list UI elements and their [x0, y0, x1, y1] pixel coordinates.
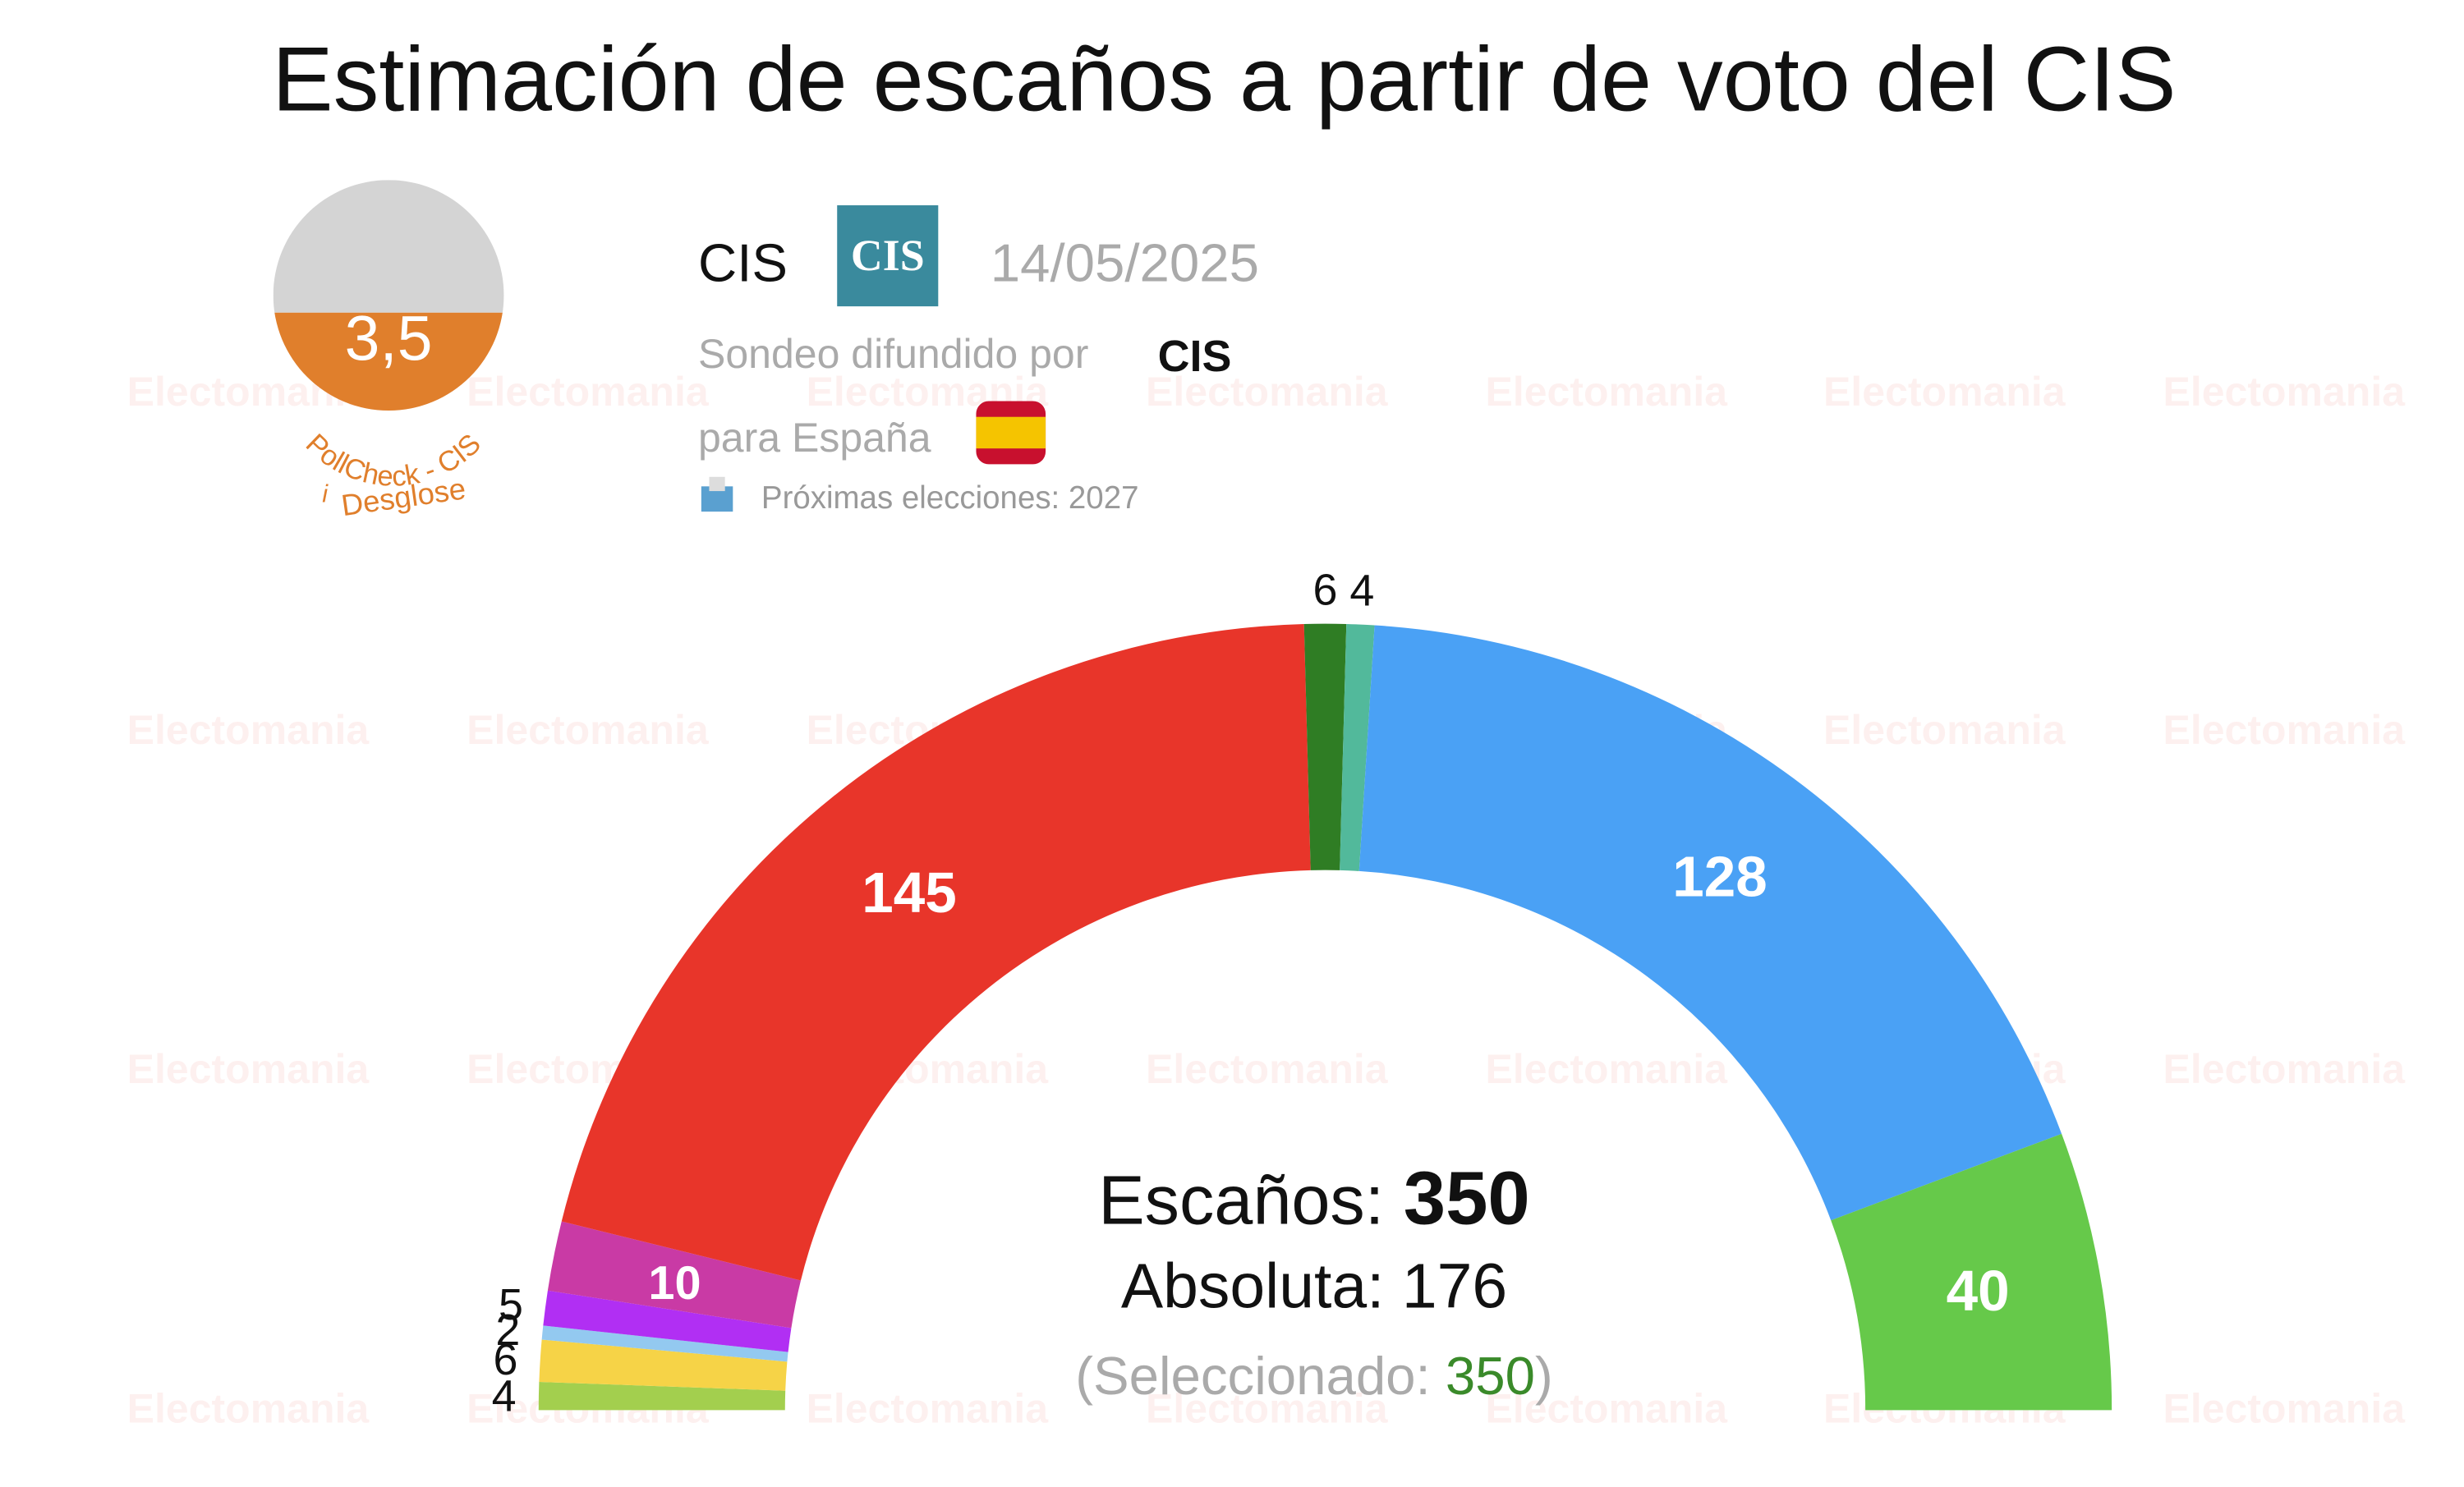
- info-icon: i: [322, 480, 329, 508]
- region: para España: [698, 415, 931, 461]
- next-elections: Próximas elecciones: 2027: [761, 480, 1139, 516]
- watermark: Electomania: [467, 707, 710, 753]
- seat-arc: [1340, 623, 1375, 871]
- watermarks: Electomania Electomania Electomania Electom…: [127, 369, 2407, 1431]
- watermark: Electomania: [127, 1046, 370, 1092]
- seat-arc: [1831, 1133, 2112, 1411]
- watermark: Electomania: [1823, 369, 2066, 415]
- date: 14/05/2025: [991, 232, 1259, 292]
- seat-arc: [538, 1381, 786, 1411]
- ballot-icon: [701, 476, 733, 512]
- watermark: Electomania: [127, 1386, 370, 1432]
- seat-label: 6: [1312, 566, 1337, 615]
- seat-arc: [541, 1325, 788, 1362]
- majority-text: Absoluta: 176: [1121, 1251, 1507, 1321]
- seat-label: 2: [495, 1306, 520, 1355]
- seat-label: 128: [1672, 844, 1768, 908]
- selected: 350: [1446, 1346, 1535, 1406]
- publisher: CIS: [1158, 332, 1232, 381]
- watermark: Electomania: [1146, 369, 1389, 415]
- majority-label: Absoluta:: [1121, 1251, 1385, 1321]
- flag: [976, 401, 1046, 465]
- seat-arc: [543, 1290, 792, 1352]
- seat-label: 4: [1349, 567, 1374, 616]
- logo: CIS: [851, 231, 925, 280]
- pollster: CIS: [698, 232, 788, 292]
- seat-arc: [539, 1339, 788, 1391]
- watermark: Electomania: [1485, 1046, 1728, 1092]
- watermark: Electomania: [127, 707, 370, 753]
- published-by: Sondeo difundido por: [698, 331, 1088, 377]
- watermark: Electomania: [1146, 1046, 1389, 1092]
- seats-label: Escaños:: [1098, 1160, 1384, 1238]
- watermark: Electomania: [2163, 1386, 2406, 1432]
- badge-top: [273, 180, 504, 313]
- total: 350: [1404, 1154, 1530, 1240]
- pollcheck-badge[interactable]: 3,5 PollCheck - CIS i Desglose: [273, 180, 504, 522]
- seat-arc: [547, 1221, 801, 1329]
- selected-suffix: ): [1535, 1346, 1553, 1406]
- seat-label: 6: [493, 1335, 517, 1384]
- logo-box: [837, 205, 939, 307]
- badge-score: 3,5: [345, 303, 433, 374]
- watermark: Electomania: [1823, 707, 2066, 753]
- watermark: Electomania: [2163, 1046, 2406, 1092]
- seat-arc: [561, 623, 1311, 1281]
- seat-label: 4: [492, 1372, 517, 1421]
- watermark: Electomania: [2163, 369, 2406, 415]
- watermark: Electomania: [2163, 707, 2406, 753]
- seat-label: 145: [862, 861, 957, 925]
- seat-label: 40: [1947, 1259, 2010, 1323]
- selected-text: (Seleccionado: 350): [1075, 1346, 1553, 1406]
- chart-title: Estimación de escaños a partir de voto d…: [272, 28, 2176, 131]
- watermark: Electomania: [1485, 1386, 1728, 1432]
- selected-prefix: (Seleccionado:: [1075, 1346, 1430, 1406]
- watermark: Electomania: [467, 369, 710, 415]
- seat-arc: [1358, 625, 2062, 1221]
- seat-arc: [1303, 623, 1347, 870]
- seats-total: Escaños: 350: [1098, 1154, 1530, 1240]
- watermark: Electomania: [1146, 1386, 1389, 1432]
- seat-label: 5: [499, 1280, 523, 1329]
- watermark: Electomania: [807, 1386, 1050, 1432]
- seat-label: 10: [648, 1257, 701, 1310]
- majority: 176: [1402, 1251, 1507, 1321]
- watermark: Electomania: [1485, 369, 1728, 415]
